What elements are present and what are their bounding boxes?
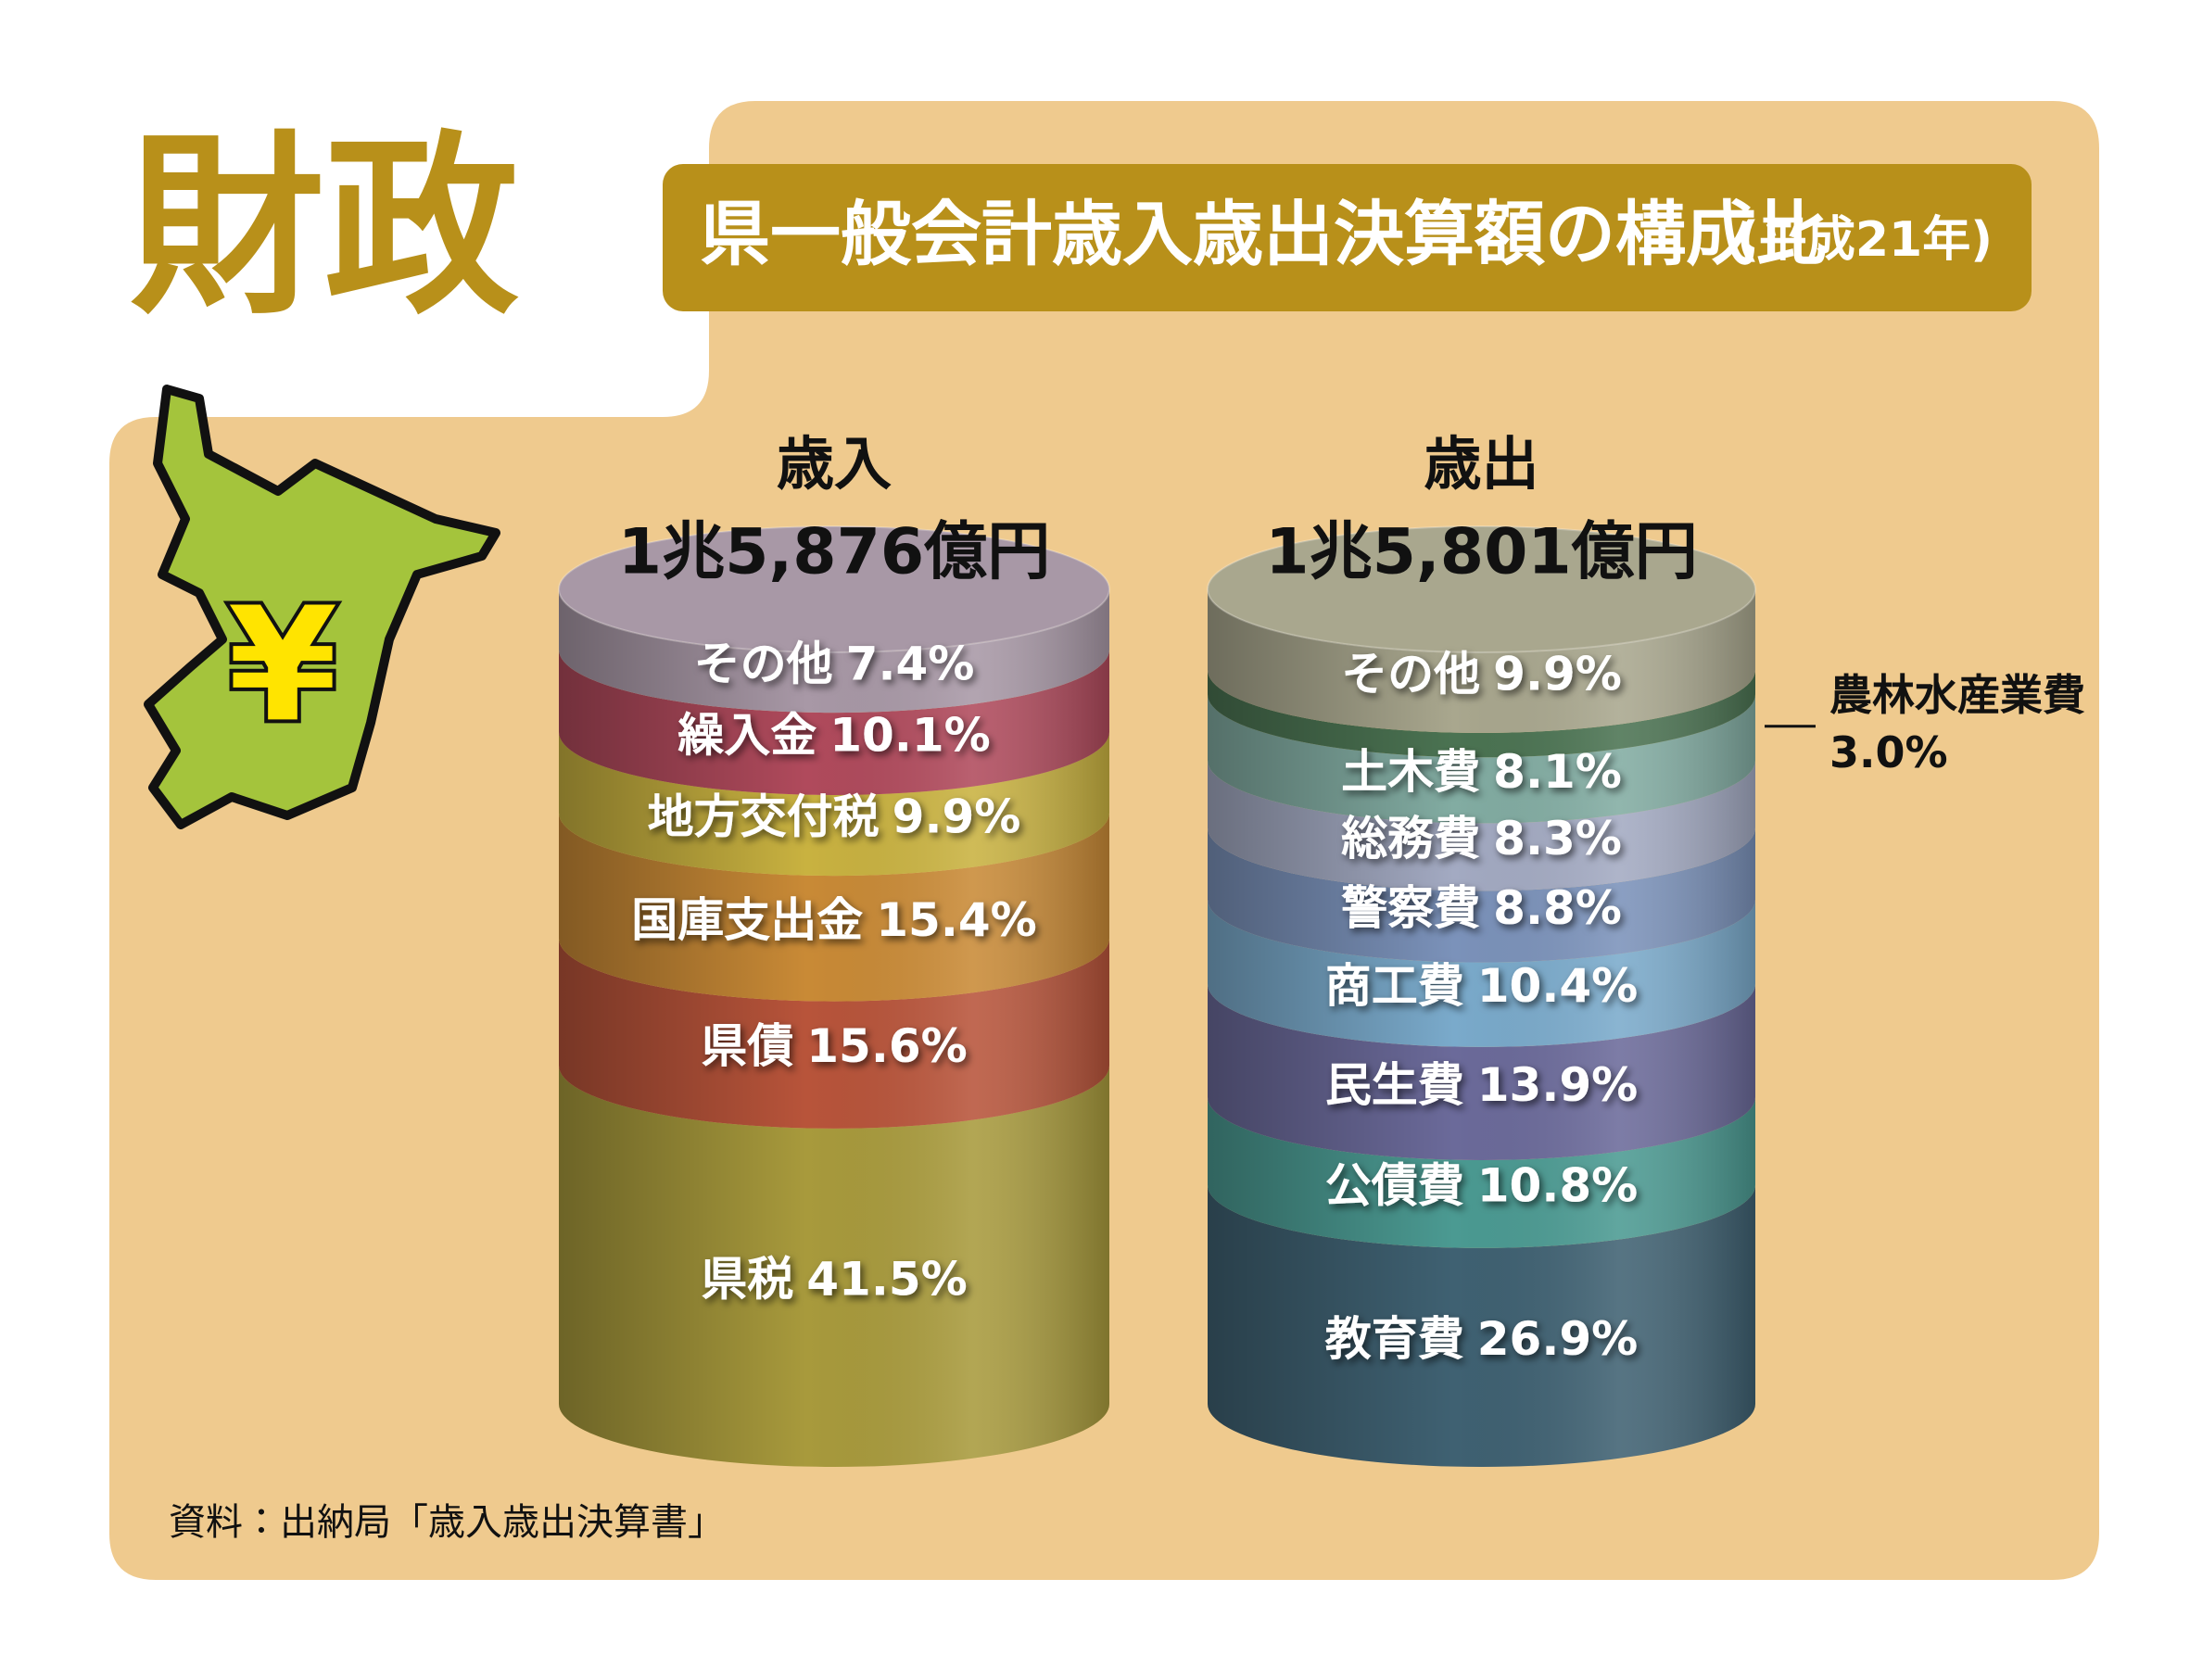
yen-icon: ¥ [228,574,337,757]
segment-shade [559,813,1109,1002]
segment-label: 繰入金 10.1% [677,708,990,762]
segment-label: 総務費 8.3% [1341,811,1622,865]
segment-shade [559,589,1109,714]
category-label: 民生費 [1325,1057,1464,1111]
value-label: 41.5% [806,1252,967,1306]
segment-shade [1208,1096,1755,1248]
outside-label: 農林水産業費 [1829,670,2085,720]
segment-label: その他 9.9% [1341,647,1622,701]
segment-shade [1208,760,1755,891]
segment-label: 警察費 8.8% [1341,880,1622,934]
category-label: 総務費 [1341,811,1480,865]
chart-title: 歳出 [1424,430,1538,498]
outside-value: 3.0% [1829,727,1948,777]
category-label: 教育費 [1324,1311,1464,1365]
segment-shade [1208,983,1755,1160]
chart-total: 1兆5,801億円 [1265,516,1697,589]
category-label: その他 [694,637,833,690]
cylinder-top [558,525,1110,653]
segment-label: 公債費 10.8% [1325,1158,1638,1212]
segment-label: 国庫支出金 15.4% [631,892,1036,946]
segment-shade [1208,827,1755,963]
category-label: その他 [1341,647,1480,701]
value-label: 10.1% [829,708,990,762]
segment-label: 商工費 10.4% [1325,959,1638,1013]
segment-label: その他 7.4% [694,637,975,690]
segment-label: 土木費 8.1% [1341,744,1622,798]
source: 資料：出納局「歳入歳出決算書」 [169,1501,725,1544]
page-title: 財政 [130,114,519,341]
category-label: 国庫支出金 [631,892,863,946]
value-label: 9.9% [892,789,1021,843]
period: (平成21年) [1737,212,1993,268]
segment-label: 教育費 26.9% [1324,1311,1638,1365]
value-label: 15.4% [876,892,1036,946]
segment-shade [559,1065,1109,1467]
category-label: 公債費 [1325,1158,1464,1212]
segment-shade [1208,669,1755,758]
value-label: 8.3% [1493,811,1622,865]
segment-label: 県税 41.5% [701,1252,967,1306]
value-label: 8.8% [1493,880,1622,934]
segment-shade [559,938,1109,1129]
category-label: 県税 [701,1252,793,1306]
segment-shade [1208,694,1755,824]
cylinder-top [1207,525,1756,653]
category-label: 土木費 [1341,744,1480,798]
segment-shade [559,731,1109,877]
value-label: 9.9% [1493,647,1622,701]
segment-label: 地方交付税 9.9% [648,789,1021,843]
segment-shade [1208,589,1755,733]
title-box [663,164,2032,311]
category-label: 商工費 [1325,959,1464,1013]
segment-label: 民生費 13.9% [1325,1057,1638,1111]
prefecture-map [144,385,500,829]
chart-total: 1兆5,876億円 [618,516,1050,589]
subtitle: 県一般会計歳入歳出決算額の構成比 [700,193,1827,275]
value-label: 13.9% [1477,1057,1638,1111]
chart-title: 歳入 [777,430,892,498]
category-label: 警察費 [1341,880,1480,934]
category-label: 繰入金 [677,708,817,762]
segment-shade [1208,1184,1755,1467]
category-label: 県債 [701,1019,793,1073]
value-label: 15.6% [806,1019,967,1073]
value-label: 10.4% [1477,959,1638,1013]
segment-shade [559,650,1109,795]
value-label: 26.9% [1477,1311,1638,1365]
value-label: 7.4% [846,637,975,690]
segment-label: 県債 15.6% [701,1019,967,1073]
value-label: 10.8% [1477,1158,1638,1212]
category-label: 地方交付税 [648,789,880,843]
segment-shade [1208,899,1755,1047]
value-label: 8.1% [1493,744,1622,798]
